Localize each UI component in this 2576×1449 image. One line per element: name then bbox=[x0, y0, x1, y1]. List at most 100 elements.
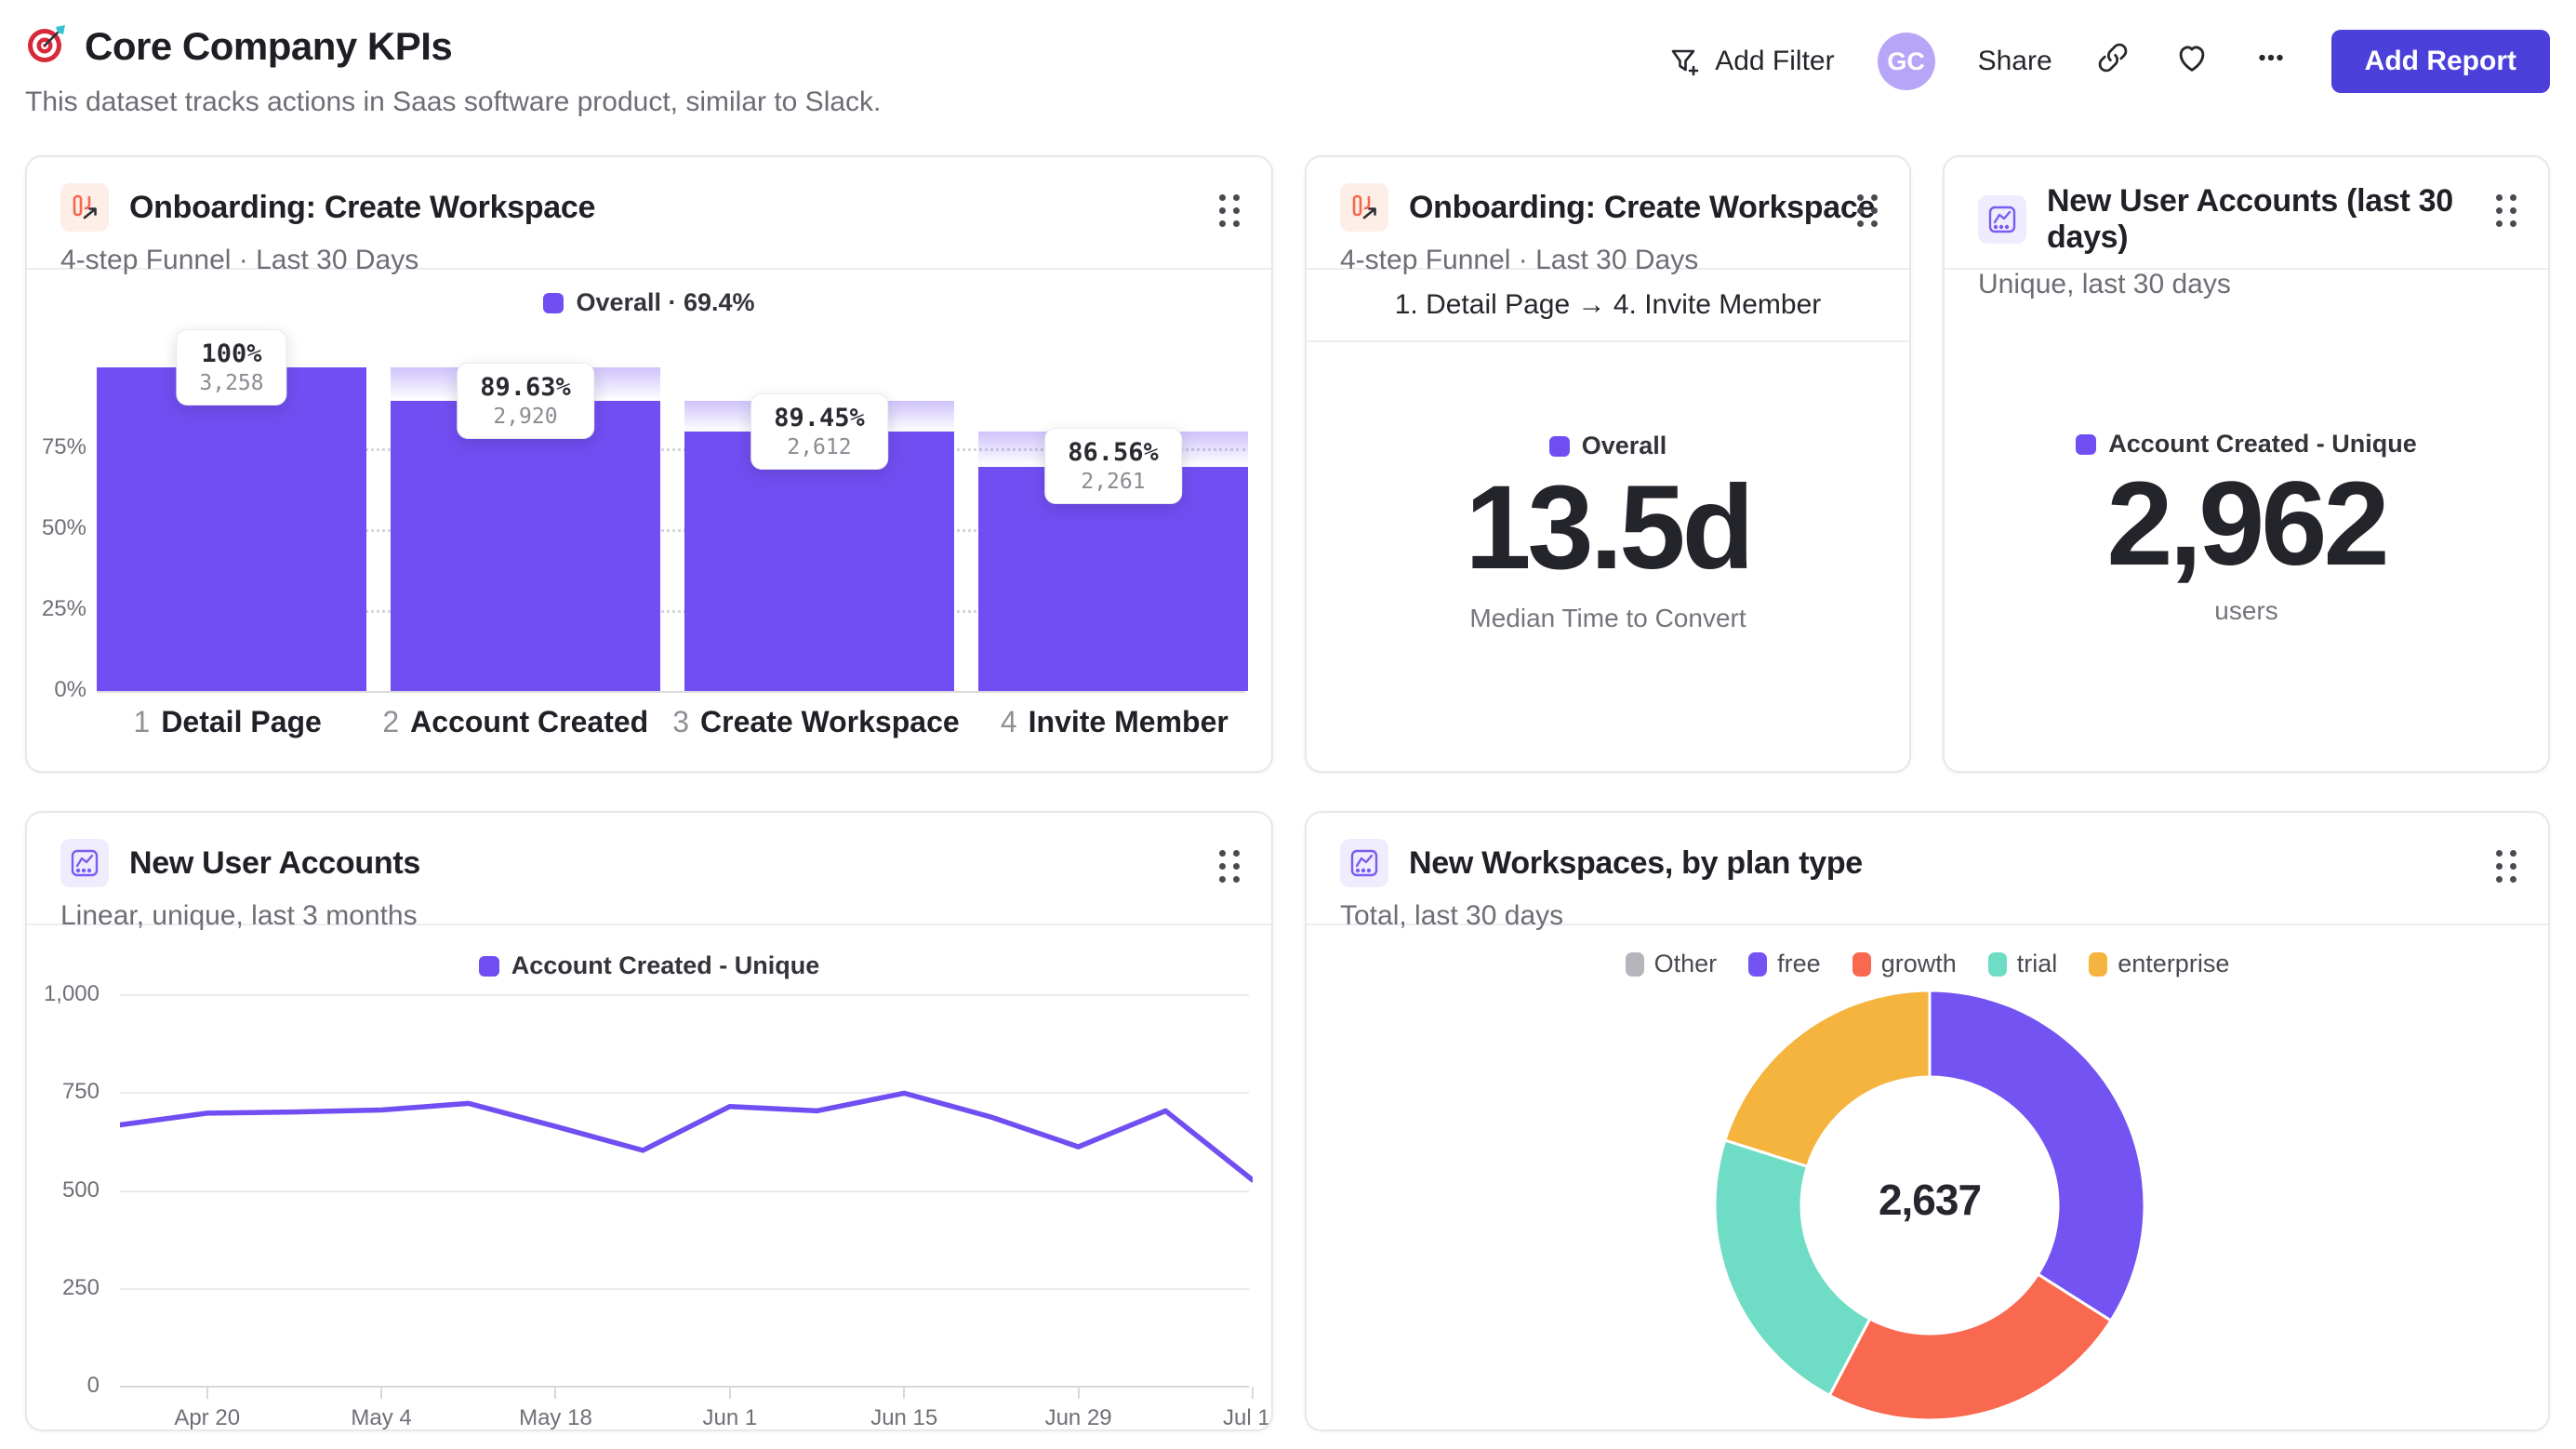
funnel-gridline bbox=[97, 610, 1245, 613]
funnel-plot: 100% 3,258 89.63% 2,920 89.45% 2,612 86.56% 2,2… bbox=[97, 329, 1248, 693]
avatar[interactable]: GC bbox=[1877, 33, 1935, 90]
x-axis-tick-label: Jun 15 bbox=[870, 1405, 938, 1430]
funnel-bar[interactable]: 89.63% 2,920 bbox=[391, 363, 660, 691]
line-gridline bbox=[120, 1287, 1249, 1290]
header-left: Core Company KPIs This dataset tracks ac… bbox=[25, 22, 881, 118]
funnel-gridline bbox=[97, 529, 1245, 532]
drag-handle-icon[interactable] bbox=[1857, 194, 1879, 229]
donut-segment-trial[interactable] bbox=[1713, 1138, 1872, 1398]
x-axis-tick-label: May 18 bbox=[519, 1405, 592, 1430]
trend-line-svg[interactable] bbox=[120, 994, 1253, 1391]
funnel-bar[interactable]: 89.45% 2,612 bbox=[684, 367, 954, 691]
copy-link-button[interactable] bbox=[2095, 40, 2131, 83]
funnel-step-label: 2 Account Created bbox=[382, 705, 648, 739]
funnel-range-label: 1. Detail Page → 4. Invite Member bbox=[1394, 289, 1822, 320]
y-axis-tick-label: 250 bbox=[61, 1274, 100, 1300]
legend-label: Overall bbox=[1581, 432, 1667, 459]
legend-label: enterprise bbox=[2118, 950, 2230, 977]
funnel-value-tooltip: 100% 3,258 bbox=[176, 329, 287, 405]
x-axis-tick-label: Jul 13 bbox=[1222, 1405, 1271, 1430]
dashboard-row-2: New User Accounts Linear, unique, last 3… bbox=[25, 811, 2550, 1431]
funnel-value-tooltip: 89.63% 2,920 bbox=[457, 363, 594, 440]
card-header: New User Accounts (last 30 days) Unique,… bbox=[1945, 157, 2548, 299]
x-axis-line bbox=[97, 691, 1245, 693]
donut-segment-free[interactable] bbox=[1928, 989, 2146, 1323]
funnel-chart: Overall · 69.4% 100% 3,258 89.63% 2,920 89.4… bbox=[27, 270, 1271, 771]
line-chart: Account Created - Unique 0 250 500 750 1,000… bbox=[27, 925, 1271, 1430]
share-button[interactable]: Share bbox=[1977, 46, 2052, 76]
more-menu-button[interactable] bbox=[2253, 40, 2289, 83]
legend-item[interactable]: growth bbox=[1852, 950, 1957, 978]
funnel-step-labels: 1 Detail Page 2 Account Created 3 Create Work… bbox=[97, 705, 1245, 739]
legend-swatch bbox=[1852, 951, 1871, 977]
metric-legend[interactable]: Account Created - Unique bbox=[2076, 430, 2417, 459]
filter-plus-icon bbox=[1668, 45, 1702, 78]
drag-handle-icon[interactable] bbox=[1219, 194, 1242, 229]
add-report-button[interactable]: Add Report bbox=[2330, 30, 2550, 93]
line-gridline bbox=[120, 994, 1249, 996]
drag-handle-icon[interactable] bbox=[2496, 850, 2518, 884]
funnel-value-tooltip: 86.56% 2,261 bbox=[1044, 428, 1182, 505]
card-title: New User Accounts (last 30 days) bbox=[2047, 183, 2453, 255]
favorite-button[interactable] bbox=[2173, 39, 2211, 84]
funnel-bar-fill bbox=[684, 431, 954, 691]
line-legend[interactable]: Account Created - Unique bbox=[27, 951, 1271, 980]
card-header: New Workspaces, by plan type Total, last… bbox=[1307, 813, 2548, 931]
x-axis-tick-label: May 4 bbox=[351, 1405, 412, 1430]
conversion-percent: 86.56% bbox=[1068, 438, 1159, 468]
x-axis-tick-label: Jun 29 bbox=[1044, 1405, 1112, 1430]
funnel-bar[interactable]: 100% 3,258 bbox=[97, 329, 366, 691]
funnel-gridline bbox=[97, 448, 1245, 451]
donut-segment-enterprise[interactable] bbox=[1722, 989, 1932, 1169]
x-axis-tick bbox=[206, 1387, 208, 1399]
funnel-bar-fill bbox=[391, 401, 660, 691]
dashboard-row-1: Onboarding: Create Workspace 4-step Funn… bbox=[25, 155, 2550, 773]
link-icon bbox=[2095, 40, 2131, 83]
funnel-legend[interactable]: Overall · 69.4% bbox=[27, 288, 1271, 317]
legend-swatch bbox=[1987, 951, 2007, 977]
y-axis-tick-label: 0 bbox=[86, 1373, 100, 1398]
step-number: 2 bbox=[382, 705, 400, 738]
card-header: New User Accounts Linear, unique, last 3… bbox=[27, 813, 1271, 931]
card-new-accounts-30d: New User Accounts (last 30 days) Unique,… bbox=[1943, 155, 2550, 773]
legend-item[interactable]: enterprise bbox=[2089, 950, 2229, 978]
funnel-report-icon bbox=[60, 183, 109, 232]
drag-handle-icon[interactable] bbox=[1219, 850, 1242, 884]
page-header: Core Company KPIs This dataset tracks ac… bbox=[0, 0, 2576, 118]
metric-value: 13.5d bbox=[1465, 461, 1754, 594]
card-onboarding-funnel: Onboarding: Create Workspace 4-step Funn… bbox=[25, 155, 1273, 773]
funnel-bar[interactable]: 86.56% 2,261 bbox=[978, 367, 1248, 691]
x-axis-tick bbox=[728, 1387, 731, 1399]
donut-segment-growth[interactable] bbox=[1827, 1271, 2113, 1422]
legend-label: Account Created - Unique bbox=[2108, 430, 2417, 458]
ellipsis-icon bbox=[2253, 40, 2289, 83]
card-title: Onboarding: Create Workspace bbox=[129, 189, 596, 225]
legend-item[interactable]: free bbox=[1748, 950, 1821, 978]
donut-legend: Other free growth trial enterprise bbox=[1307, 950, 2548, 978]
step-number: 3 bbox=[672, 705, 689, 738]
legend-swatch bbox=[543, 292, 564, 313]
line-chart-report-icon bbox=[60, 839, 109, 887]
card-subtitle: 4-step Funnel · Last 30 Days bbox=[1340, 245, 1699, 275]
x-axis-tick-label: Apr 20 bbox=[174, 1405, 241, 1430]
card-subtitle: 4-step Funnel · Last 30 Days bbox=[60, 245, 419, 275]
step-number: 1 bbox=[133, 705, 151, 738]
drag-handle-icon[interactable] bbox=[2496, 194, 2518, 229]
funnel-value-tooltip: 89.45% 2,612 bbox=[750, 392, 888, 470]
step-number: 4 bbox=[1000, 705, 1017, 738]
legend-label: Overall · 69.4% bbox=[576, 288, 755, 316]
metric-legend[interactable]: Overall bbox=[1548, 432, 1667, 460]
card-divider bbox=[1307, 340, 1909, 342]
legend-label: free bbox=[1777, 950, 1821, 977]
legend-item[interactable]: trial bbox=[1987, 950, 2057, 978]
conversion-count: 3,258 bbox=[199, 371, 264, 395]
funnel-step-label: 3 Create Workspace bbox=[672, 705, 959, 739]
donut-chart: Other free growth trial enterprise 2,637 bbox=[1307, 925, 2548, 1429]
legend-swatch bbox=[2076, 433, 2097, 455]
card-subtitle: Total, last 30 days bbox=[1340, 900, 1564, 931]
card-title: New Workspaces, by plan type bbox=[1409, 844, 1863, 881]
legend-swatch bbox=[1625, 951, 1644, 977]
legend-item[interactable]: Other bbox=[1625, 950, 1717, 978]
funnel-step-label: 4 Invite Member bbox=[984, 705, 1245, 739]
add-filter-button[interactable]: Add Filter bbox=[1668, 45, 1835, 78]
